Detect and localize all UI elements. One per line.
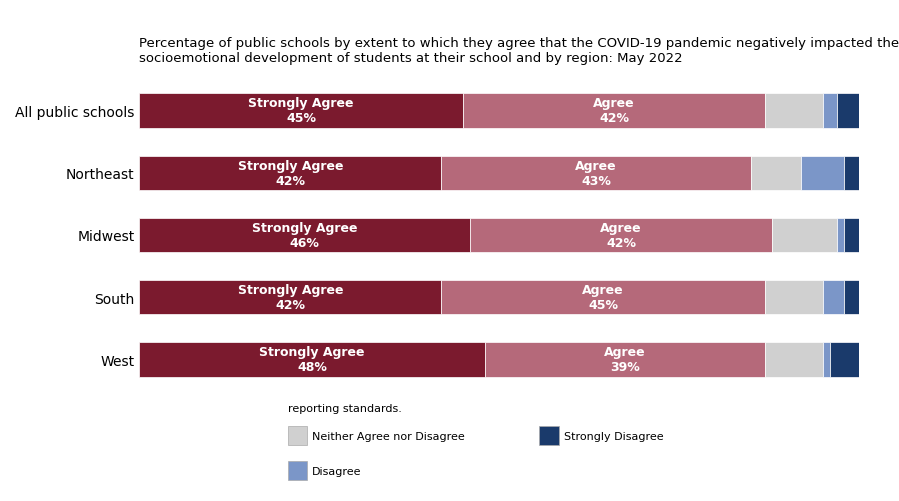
Bar xyxy=(470,218,772,253)
Text: Strongly Agree
46%: Strongly Agree 46% xyxy=(252,221,358,249)
Bar xyxy=(823,281,844,315)
Bar xyxy=(823,94,837,128)
Bar xyxy=(844,218,866,253)
Bar xyxy=(830,343,859,377)
Text: Percentage of public schools by extent to which they agree that the COVID-19 pan: Percentage of public schools by extent t… xyxy=(139,37,899,65)
Text: Agree
43%: Agree 43% xyxy=(575,159,617,187)
Bar xyxy=(485,343,765,377)
Bar xyxy=(441,156,751,190)
Bar xyxy=(844,156,859,190)
Bar xyxy=(765,281,823,315)
Bar xyxy=(765,94,823,128)
Bar xyxy=(772,218,837,253)
Text: Disagree: Disagree xyxy=(312,466,361,476)
Text: Strongly Agree
42%: Strongly Agree 42% xyxy=(237,284,343,312)
Bar xyxy=(765,343,823,377)
Bar xyxy=(139,281,441,315)
Bar xyxy=(463,94,765,128)
Text: Strongly Disagree: Strongly Disagree xyxy=(564,431,663,441)
Text: Strongly Agree
48%: Strongly Agree 48% xyxy=(259,346,365,374)
Text: Strongly Agree
45%: Strongly Agree 45% xyxy=(248,97,354,125)
Text: J O U R N A L: J O U R N A L xyxy=(25,441,114,454)
Bar xyxy=(801,156,844,190)
Bar xyxy=(837,218,844,253)
Text: Agree
42%: Agree 42% xyxy=(593,97,635,125)
Bar xyxy=(139,94,463,128)
Bar xyxy=(139,156,441,190)
Text: Agree
42%: Agree 42% xyxy=(601,221,642,249)
Text: Agree
45%: Agree 45% xyxy=(583,284,624,312)
Text: T|H|E: T|H|E xyxy=(21,321,119,354)
Bar xyxy=(139,343,485,377)
Text: reporting standards.: reporting standards. xyxy=(288,403,402,413)
Text: Neither Agree nor Disagree: Neither Agree nor Disagree xyxy=(312,431,465,441)
Bar xyxy=(823,343,830,377)
Bar xyxy=(139,218,470,253)
Bar xyxy=(441,281,765,315)
Text: Agree
39%: Agree 39% xyxy=(604,346,645,374)
Bar xyxy=(844,281,859,315)
Bar xyxy=(837,94,859,128)
Text: Strongly Agree
42%: Strongly Agree 42% xyxy=(237,159,343,187)
Bar xyxy=(751,156,801,190)
